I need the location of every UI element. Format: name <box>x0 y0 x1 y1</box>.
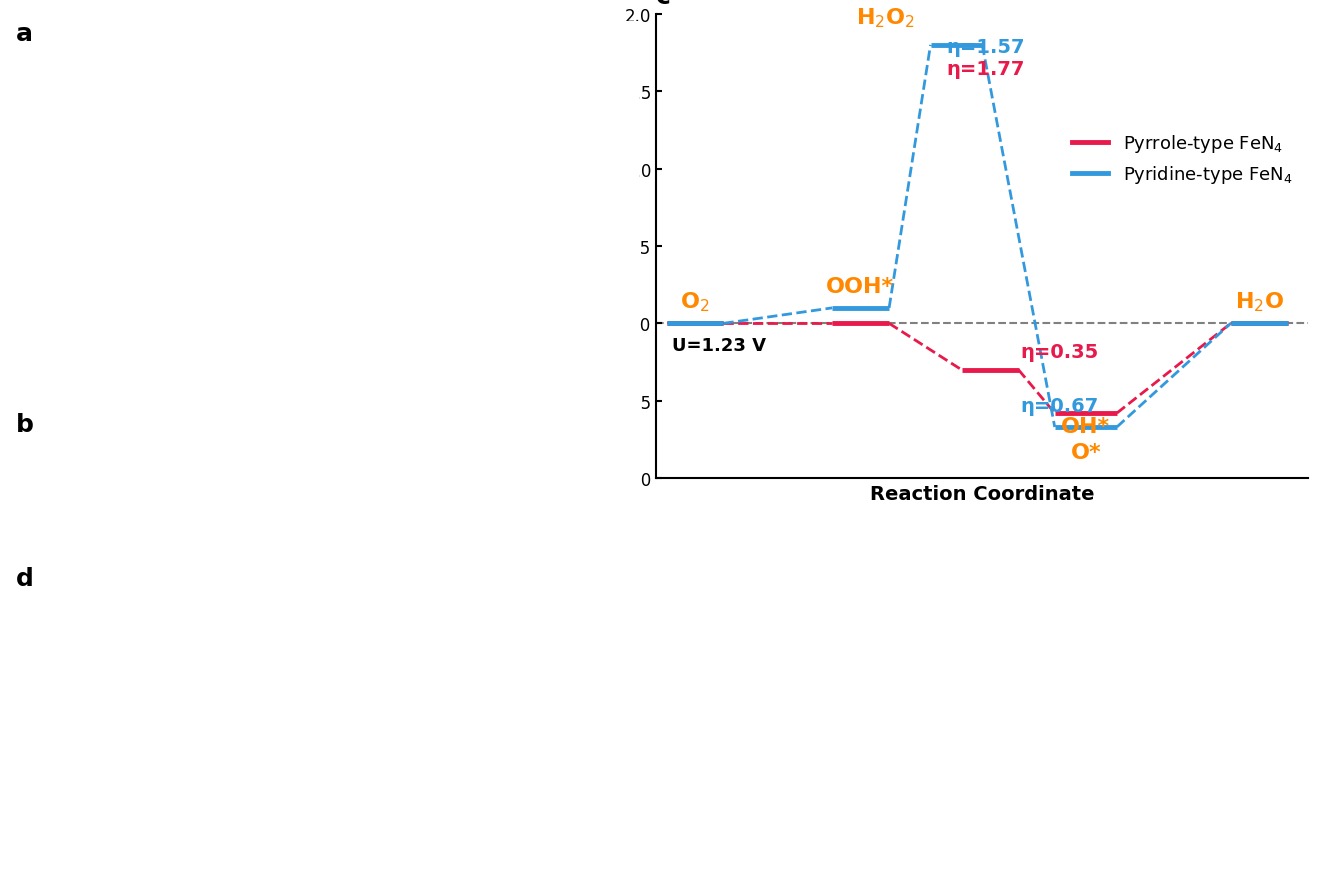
Text: O*: O* <box>1070 443 1101 463</box>
Text: η=1.77: η=1.77 <box>946 60 1025 79</box>
Y-axis label: Gibbs Free Energy (eV): Gibbs Free Energy (eV) <box>595 130 614 363</box>
Text: O$_2$: O$_2$ <box>680 290 709 313</box>
Text: η=0.67: η=0.67 <box>1021 396 1099 415</box>
X-axis label: Reaction Coordinate: Reaction Coordinate <box>870 484 1094 503</box>
Text: U=1.23 V: U=1.23 V <box>672 336 765 355</box>
Legend: Pyrrole-type FeN$_4$, Pyridine-type FeN$_4$: Pyrrole-type FeN$_4$, Pyridine-type FeN$… <box>1065 126 1299 193</box>
Text: OOH*: OOH* <box>827 277 894 296</box>
Text: d: d <box>16 566 33 590</box>
Text: a: a <box>16 22 33 46</box>
Text: c: c <box>656 0 671 9</box>
Text: η=1.57: η=1.57 <box>946 38 1025 57</box>
Text: H$_2$O$_2$: H$_2$O$_2$ <box>856 7 914 31</box>
Text: H$_2$O: H$_2$O <box>1235 290 1284 313</box>
Text: b: b <box>16 413 33 436</box>
Text: OH*: OH* <box>1061 417 1110 436</box>
Text: η=0.35: η=0.35 <box>1021 342 1099 361</box>
